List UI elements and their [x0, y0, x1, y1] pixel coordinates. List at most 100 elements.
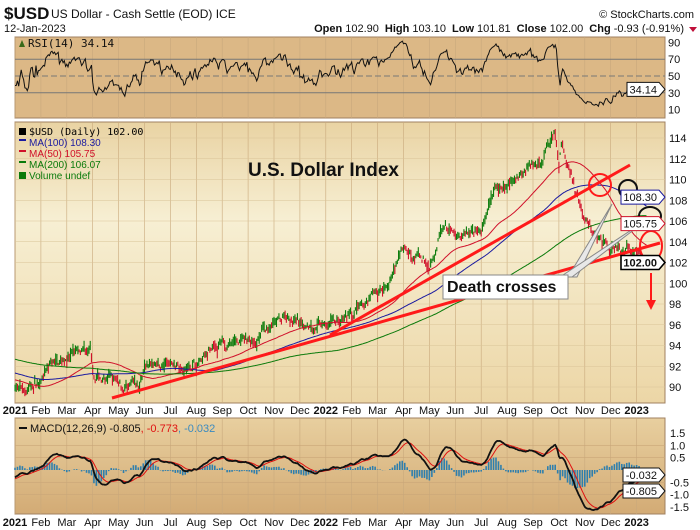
date-tick-label: Jun: [136, 405, 154, 417]
ohlc-summary: Open 102.90 High 103.10 Low 101.81 Close 102.00…: [314, 23, 684, 35]
date-tick-label: Dec: [290, 405, 310, 417]
date-tick-label: Jul: [163, 517, 177, 529]
price-value-label-text: 102.00: [623, 258, 657, 270]
price-value-label: 108.30: [620, 189, 666, 205]
open-label: Open: [314, 23, 342, 35]
rsi-tick-label: 30: [668, 88, 680, 100]
date-tick-label: Jun: [446, 405, 464, 417]
date-tick-label: Nov: [264, 405, 284, 417]
instrument-name: US Dollar - Cash Settle (EOD) ICE: [51, 7, 236, 21]
date-axis-top: 2021 Feb Mar Apr May Jun Jul Aug Sep Oct Nov Dec 202…: [3, 405, 649, 417]
histogram-value: -0.032: [184, 423, 215, 435]
trendline-break-circle: [588, 173, 612, 197]
date-tick-label: Sep: [523, 517, 543, 529]
date-tick-label: May: [419, 517, 440, 529]
chart-header: $USD US Dollar - Cash Settle (EOD) ICE ©…: [4, 4, 697, 35]
support-trendline-lower: [111, 241, 661, 400]
ma100-line: [14, 184, 647, 380]
date-tick-label: Feb: [342, 405, 361, 417]
open-value: 102.90: [345, 23, 379, 35]
ma50-line: [14, 161, 647, 387]
price-tick-label: 94: [669, 341, 681, 353]
macd-legend-title: MACD(12,26,9): [30, 423, 106, 435]
date-tick-label: Sep: [212, 517, 232, 529]
macd-value-label-box: [622, 483, 666, 499]
chart-title: U.S. Dollar Index: [248, 160, 399, 181]
legend-item: $USD (Daily) 102.00: [29, 127, 143, 138]
date-tick-label: Dec: [601, 405, 621, 417]
legend-item: MA(200) 106.07: [29, 160, 101, 171]
date-tick-label: Apr: [395, 517, 412, 529]
rsi-tick-label: 70: [668, 54, 680, 66]
date-tick-label: Aug: [497, 405, 517, 417]
price-value-label-box: [620, 189, 666, 205]
price-tick-label: 92: [669, 361, 681, 373]
price-value-label-text: 105.75: [623, 219, 657, 231]
date-tick-label: Jun: [136, 517, 154, 529]
rsi-legend: RSI(14) 34.14: [28, 37, 114, 50]
close-label: Close: [517, 23, 547, 35]
price-tick-label: 114: [669, 133, 687, 145]
date-tick-label: Aug: [497, 517, 517, 529]
chart-date: 12-Jan-2023: [4, 23, 66, 35]
close-value: 102.00: [550, 23, 584, 35]
signal-value: -0.773: [147, 423, 178, 435]
macd-tick-label: 1.5: [670, 428, 685, 440]
date-tick-label: Sep: [212, 405, 232, 417]
date-tick-label: 2021: [3, 517, 27, 529]
price-tick-label: 106: [669, 216, 687, 228]
macd-legend: MACD(12,26,9) -0.805, -0.773, -0.032: [30, 423, 215, 435]
date-tick-label: Apr: [395, 405, 412, 417]
macd-value-label-box: [622, 467, 666, 483]
date-tick-label: Jul: [474, 517, 488, 529]
price-tick-label: 96: [669, 320, 681, 332]
annotations: Death crosses: [111, 163, 663, 400]
date-tick-label: May: [108, 405, 129, 417]
legend-swatch: [19, 161, 26, 163]
price-value-label: 102.00: [620, 254, 667, 271]
date-axis-bottom: 2021 Feb Mar Apr May Jun Jul Aug Sep Oct Nov Dec 202…: [3, 517, 649, 529]
macd-tick-label: -0.5: [670, 477, 689, 489]
callout-text: Death crosses: [447, 279, 556, 296]
date-tick-label: Aug: [187, 405, 207, 417]
macd-tick-label: 0.5: [670, 453, 685, 465]
macd-tick-label: -1.5: [670, 502, 689, 514]
ma200-line: [14, 215, 647, 375]
date-tick-label: Jul: [474, 405, 488, 417]
rsi-tick-label: 50: [668, 71, 680, 83]
date-tick-label: Dec: [290, 517, 310, 529]
price-tick-label: 98: [669, 299, 681, 311]
rsi-tick-label: 10: [668, 105, 680, 117]
date-tick-label: Nov: [575, 405, 595, 417]
rsi-tick-label: 90: [668, 37, 680, 49]
date-tick-label: Nov: [264, 517, 284, 529]
copyright[interactable]: © StockCharts.com: [599, 9, 694, 21]
date-tick-label: Dec: [601, 517, 621, 529]
callout-box: [442, 274, 569, 300]
date-tick-label: Oct: [550, 405, 567, 417]
date-tick-label: Feb: [31, 517, 50, 529]
price-value-label: 105.75: [620, 216, 666, 232]
rsi-panel: RSI(14) 34.14 90 70 50 30 10 34.14: [14, 36, 680, 119]
low-value: 101.81: [477, 23, 511, 35]
macd-line: [14, 438, 647, 512]
rsi-value-label-text: 34.14: [629, 84, 657, 96]
macd-panel-bg: [14, 417, 666, 515]
legend-swatch: [19, 128, 26, 135]
macd-tick-label: 1.0: [670, 440, 685, 452]
date-tick-label: Oct: [240, 517, 257, 529]
date-tick-label: Mar: [57, 405, 76, 417]
date-tick-label: 2023: [624, 405, 648, 417]
date-tick-label: Mar: [368, 405, 387, 417]
rsi-value-label-box: [626, 81, 666, 97]
date-tick-label: Sep: [523, 405, 543, 417]
date-tick-label: Oct: [240, 405, 257, 417]
date-tick-label: Feb: [31, 405, 50, 417]
high-label: High: [385, 23, 410, 35]
down-triangle-icon: [689, 27, 697, 32]
legend-swatch: [19, 150, 26, 152]
rsi-line: [15, 40, 647, 108]
rsi-value-label: 34.14: [626, 81, 666, 97]
